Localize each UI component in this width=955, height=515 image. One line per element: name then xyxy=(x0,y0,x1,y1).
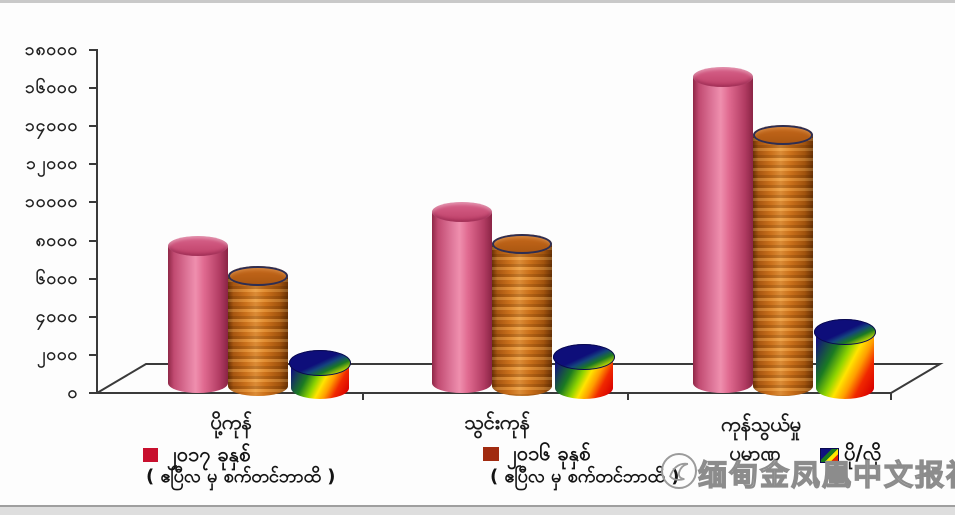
watermark-text: 缅甸金凤凰中文报社 xyxy=(697,457,955,492)
y-tick-label: ၀ xyxy=(67,383,78,403)
cylinder-side xyxy=(168,246,228,393)
legend-label-surplus-deficit: ပို/လို xyxy=(844,441,882,465)
bar-rainbow-2 xyxy=(814,319,876,399)
bar-rainbow-0 xyxy=(289,350,351,399)
bottom-border xyxy=(0,505,955,507)
phoenix-logo-icon xyxy=(661,453,697,489)
cylinder-top xyxy=(228,266,288,286)
bar-orange-2 xyxy=(753,125,813,396)
y-tick-mark xyxy=(89,125,97,128)
cylinder-side xyxy=(693,77,753,393)
legend-sublabel-2016: ( ဧပြီလ မှ စက်တင်ဘာထိ ) xyxy=(490,466,680,487)
bar-pink-1 xyxy=(432,202,492,393)
top-border xyxy=(0,0,955,3)
y-tick-label: ၆၀၀၀ xyxy=(35,268,78,289)
legend-swatch-surplus-deficit xyxy=(820,448,839,463)
bar-orange-1 xyxy=(492,234,552,396)
category-label-imports: သွင်းကုန် xyxy=(464,410,530,434)
y-tick-mark xyxy=(89,163,97,166)
y-tick-mark xyxy=(89,353,97,356)
bar-pink-0 xyxy=(168,236,228,393)
y-tick-label: ၂၀၀၀ xyxy=(36,344,78,365)
y-tick-mark xyxy=(89,277,97,280)
bar-orange-0 xyxy=(228,266,288,396)
bar-pink-2 xyxy=(693,67,753,393)
y-tick-mark xyxy=(89,315,97,318)
cylinder-top xyxy=(814,319,876,345)
y-tick-mark xyxy=(89,392,97,394)
category-label-trade-volume-line1: ကုန်သွယ်မှု xyxy=(720,412,802,436)
cylinder-side xyxy=(228,276,288,396)
y-tick-mark xyxy=(89,87,97,90)
cylinder-top xyxy=(289,350,351,376)
legend-label-2016: ၂၀၁၆ ခုနှစ် xyxy=(507,441,591,465)
y-tick-mark xyxy=(89,239,97,242)
legend-swatch-2017 xyxy=(143,448,158,462)
y-tick-label: ၁၂၀၀၀ xyxy=(26,154,78,175)
cylinder-top xyxy=(432,202,492,222)
y-tick-mark xyxy=(89,201,97,204)
bottom-band xyxy=(0,507,955,515)
cylinder-side xyxy=(432,212,492,393)
y-tick-label: ၁၄၀၀၀ xyxy=(25,116,78,137)
cylinder-side xyxy=(492,244,552,396)
y-tick-label: ၁၈၀၀၀ xyxy=(25,40,78,60)
y-tick-label: ၄၀၀၀ xyxy=(35,306,78,327)
y-tick-label: ၁၆၀၀၀ xyxy=(25,78,78,99)
cylinder-top xyxy=(753,125,813,145)
cylinder-top xyxy=(693,67,753,87)
cylinder-top xyxy=(492,234,552,254)
y-tick-label: ၈၀၀၀ xyxy=(35,230,78,251)
y-tick-mark xyxy=(89,49,97,51)
legend-label-2017: ၂၀၁၇ ခုနှစ် xyxy=(167,442,251,466)
cylinder-top xyxy=(553,344,615,370)
legend-swatch-2016 xyxy=(483,447,499,461)
category-label-trade-volume-line2: ပမာဏ xyxy=(729,441,781,465)
legend-sublabel-2017: ( ဧပြီလ မှ စက်တင်ဘာထိ ) xyxy=(146,466,336,487)
y-tick-label: ၁၀၀၀၀ xyxy=(25,192,78,213)
bar-rainbow-1 xyxy=(553,344,615,399)
category-label-exports: ပို့ကုန် xyxy=(210,410,252,434)
cylinder-top xyxy=(168,236,228,256)
cylinder-side xyxy=(753,135,813,396)
